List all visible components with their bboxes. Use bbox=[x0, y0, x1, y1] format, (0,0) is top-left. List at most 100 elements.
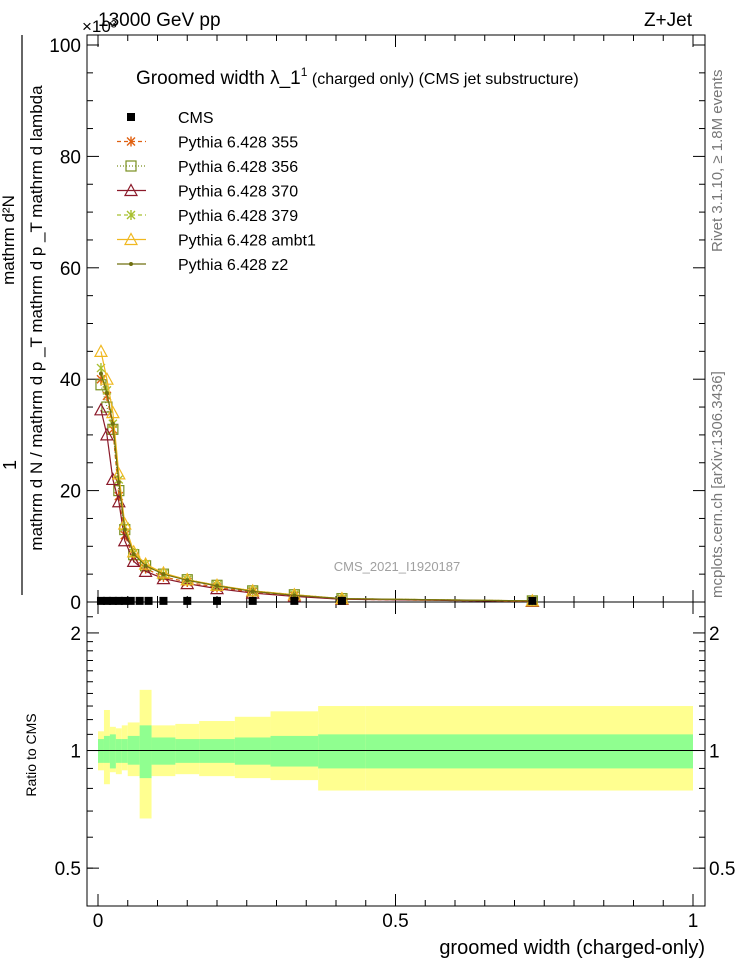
cms-point bbox=[528, 596, 537, 605]
ratio-xtick-label: 0 bbox=[93, 911, 104, 932]
series-point bbox=[292, 593, 297, 598]
legend-label: Pythia 6.428 ambt1 bbox=[178, 233, 316, 250]
legend-label: Pythia 6.428 z2 bbox=[178, 257, 288, 274]
series-4 bbox=[96, 363, 537, 606]
series-line bbox=[100, 384, 533, 602]
series-point bbox=[93, 344, 108, 357]
legend-marker bbox=[126, 136, 136, 147]
series-point bbox=[126, 554, 141, 567]
plot-title-tail: (charged only) (CMS jet substructure) bbox=[307, 71, 578, 88]
header-process: Z+Jet bbox=[644, 10, 693, 31]
legend-label: CMS bbox=[178, 110, 214, 127]
legend-entry: Pythia 6.428 356 bbox=[117, 159, 298, 176]
legend-marker bbox=[126, 210, 136, 220]
legend-entry: Pythia 6.428 ambt1 bbox=[117, 232, 316, 250]
series-5 bbox=[93, 344, 540, 607]
cms-data-points bbox=[96, 596, 537, 605]
cms-point bbox=[108, 596, 117, 605]
series-line bbox=[100, 409, 533, 603]
ratio-xtick-label: 0.5 bbox=[382, 911, 408, 932]
ratio-axis-ticks: 0.5 0.5 1 1 2 2 bbox=[55, 616, 735, 880]
legend-marker bbox=[123, 232, 139, 246]
mcplots-label: mcplots.cern.ch [arXiv:1306.3436] bbox=[709, 371, 726, 598]
series-point bbox=[122, 527, 127, 532]
cms-point bbox=[120, 596, 129, 605]
main-ytick-label: 0 bbox=[70, 593, 81, 614]
ratio-inner-band bbox=[103, 735, 110, 763]
series-point bbox=[105, 405, 120, 419]
series-point bbox=[185, 578, 190, 583]
series-point bbox=[99, 371, 114, 385]
ratio-xtick-label: 1 bbox=[688, 911, 699, 932]
cms-point bbox=[144, 596, 153, 605]
legend-entry: Pythia 6.428 379 bbox=[117, 208, 298, 225]
series-point bbox=[250, 589, 255, 594]
ratio-ylabel: Ratio to CMS bbox=[23, 713, 39, 796]
series-point bbox=[98, 371, 103, 376]
series-line bbox=[100, 367, 533, 602]
cms-point bbox=[290, 596, 299, 605]
ylabel-denominator: mathrm d N / mathrm d p _T mathrm d p _T… bbox=[27, 85, 46, 551]
legend-entry: CMS bbox=[127, 110, 214, 127]
main-ytick-label: 20 bbox=[60, 482, 81, 503]
legend-label: Pythia 6.428 356 bbox=[178, 159, 298, 176]
cms-point bbox=[183, 596, 192, 605]
cms-point bbox=[248, 596, 257, 605]
series-layer bbox=[93, 344, 540, 608]
ratio-ytick-label-right: 0.5 bbox=[709, 859, 735, 880]
series-point bbox=[126, 544, 141, 558]
series-line bbox=[100, 373, 533, 602]
ratio-inner-band bbox=[109, 734, 116, 769]
plot-title: Groomed width λ_11 (charged only) (CMS j… bbox=[136, 65, 579, 89]
series-point bbox=[215, 583, 219, 588]
plot-title-sup: 1 bbox=[301, 65, 308, 79]
cms-point bbox=[159, 596, 168, 605]
legend-entry: Pythia 6.428 z2 bbox=[117, 257, 288, 274]
series-point bbox=[104, 391, 109, 396]
series-point bbox=[116, 480, 121, 485]
ratio-inner-band bbox=[151, 737, 176, 765]
ratio-inner-band bbox=[139, 725, 152, 779]
plot-title-main: Groomed width λ_1 bbox=[136, 68, 301, 89]
ratio-inner-band bbox=[234, 737, 271, 765]
cms-point bbox=[337, 596, 346, 605]
series-point bbox=[138, 564, 153, 577]
legend-marker bbox=[127, 113, 135, 121]
legend: CMS Pythia 6.428 355 Pythia 6.428 356 Pythi… bbox=[117, 110, 316, 274]
main-ytick-label: 80 bbox=[60, 147, 81, 168]
legend-label: Pythia 6.428 370 bbox=[178, 184, 298, 201]
ratio-ytick-label-right: 1 bbox=[709, 742, 720, 763]
series-point bbox=[110, 421, 115, 426]
series-point bbox=[143, 563, 148, 568]
legend-marker bbox=[123, 183, 139, 197]
series-line bbox=[100, 378, 533, 603]
legend-entry: Pythia 6.428 370 bbox=[117, 183, 298, 201]
series-line bbox=[100, 351, 533, 602]
cms-point bbox=[135, 596, 144, 605]
ratio-inner-band bbox=[318, 734, 366, 769]
main-ytick-label: 60 bbox=[60, 259, 81, 280]
legend-marker bbox=[129, 262, 133, 266]
cms-point bbox=[213, 596, 221, 605]
main-ytick-label: 40 bbox=[60, 370, 81, 391]
legend-marker bbox=[125, 160, 137, 172]
ylabel-top-text: mathrm d²N bbox=[0, 195, 18, 285]
series-point bbox=[99, 427, 114, 441]
ratio-bands bbox=[98, 689, 693, 819]
header-energy: 13000 GeV pp bbox=[98, 10, 221, 31]
ylabel-numerator: 1 bbox=[0, 460, 20, 470]
cms-point bbox=[126, 596, 135, 605]
main-ytick-label: 100 bbox=[49, 36, 81, 57]
ratio-inner-band bbox=[365, 734, 693, 769]
legend-entry: Pythia 6.428 355 bbox=[117, 135, 298, 152]
ylabel-denominator-text: mathrm d N / mathrm d p _T mathrm d p _T… bbox=[27, 85, 46, 551]
xlabel: groomed width (charged-only) bbox=[439, 937, 705, 959]
cms-point bbox=[96, 596, 105, 605]
series-point bbox=[131, 552, 136, 557]
header-exponent: ×10³ bbox=[82, 17, 117, 36]
main-axis-ticks: 0 20 40 60 80 100 0 0.5 1 bbox=[49, 35, 705, 932]
ratio-ytick-label-right: 2 bbox=[709, 624, 720, 645]
series-point bbox=[161, 572, 166, 577]
cms-point bbox=[102, 596, 111, 605]
ratio-ytick-label: 1 bbox=[70, 742, 81, 763]
